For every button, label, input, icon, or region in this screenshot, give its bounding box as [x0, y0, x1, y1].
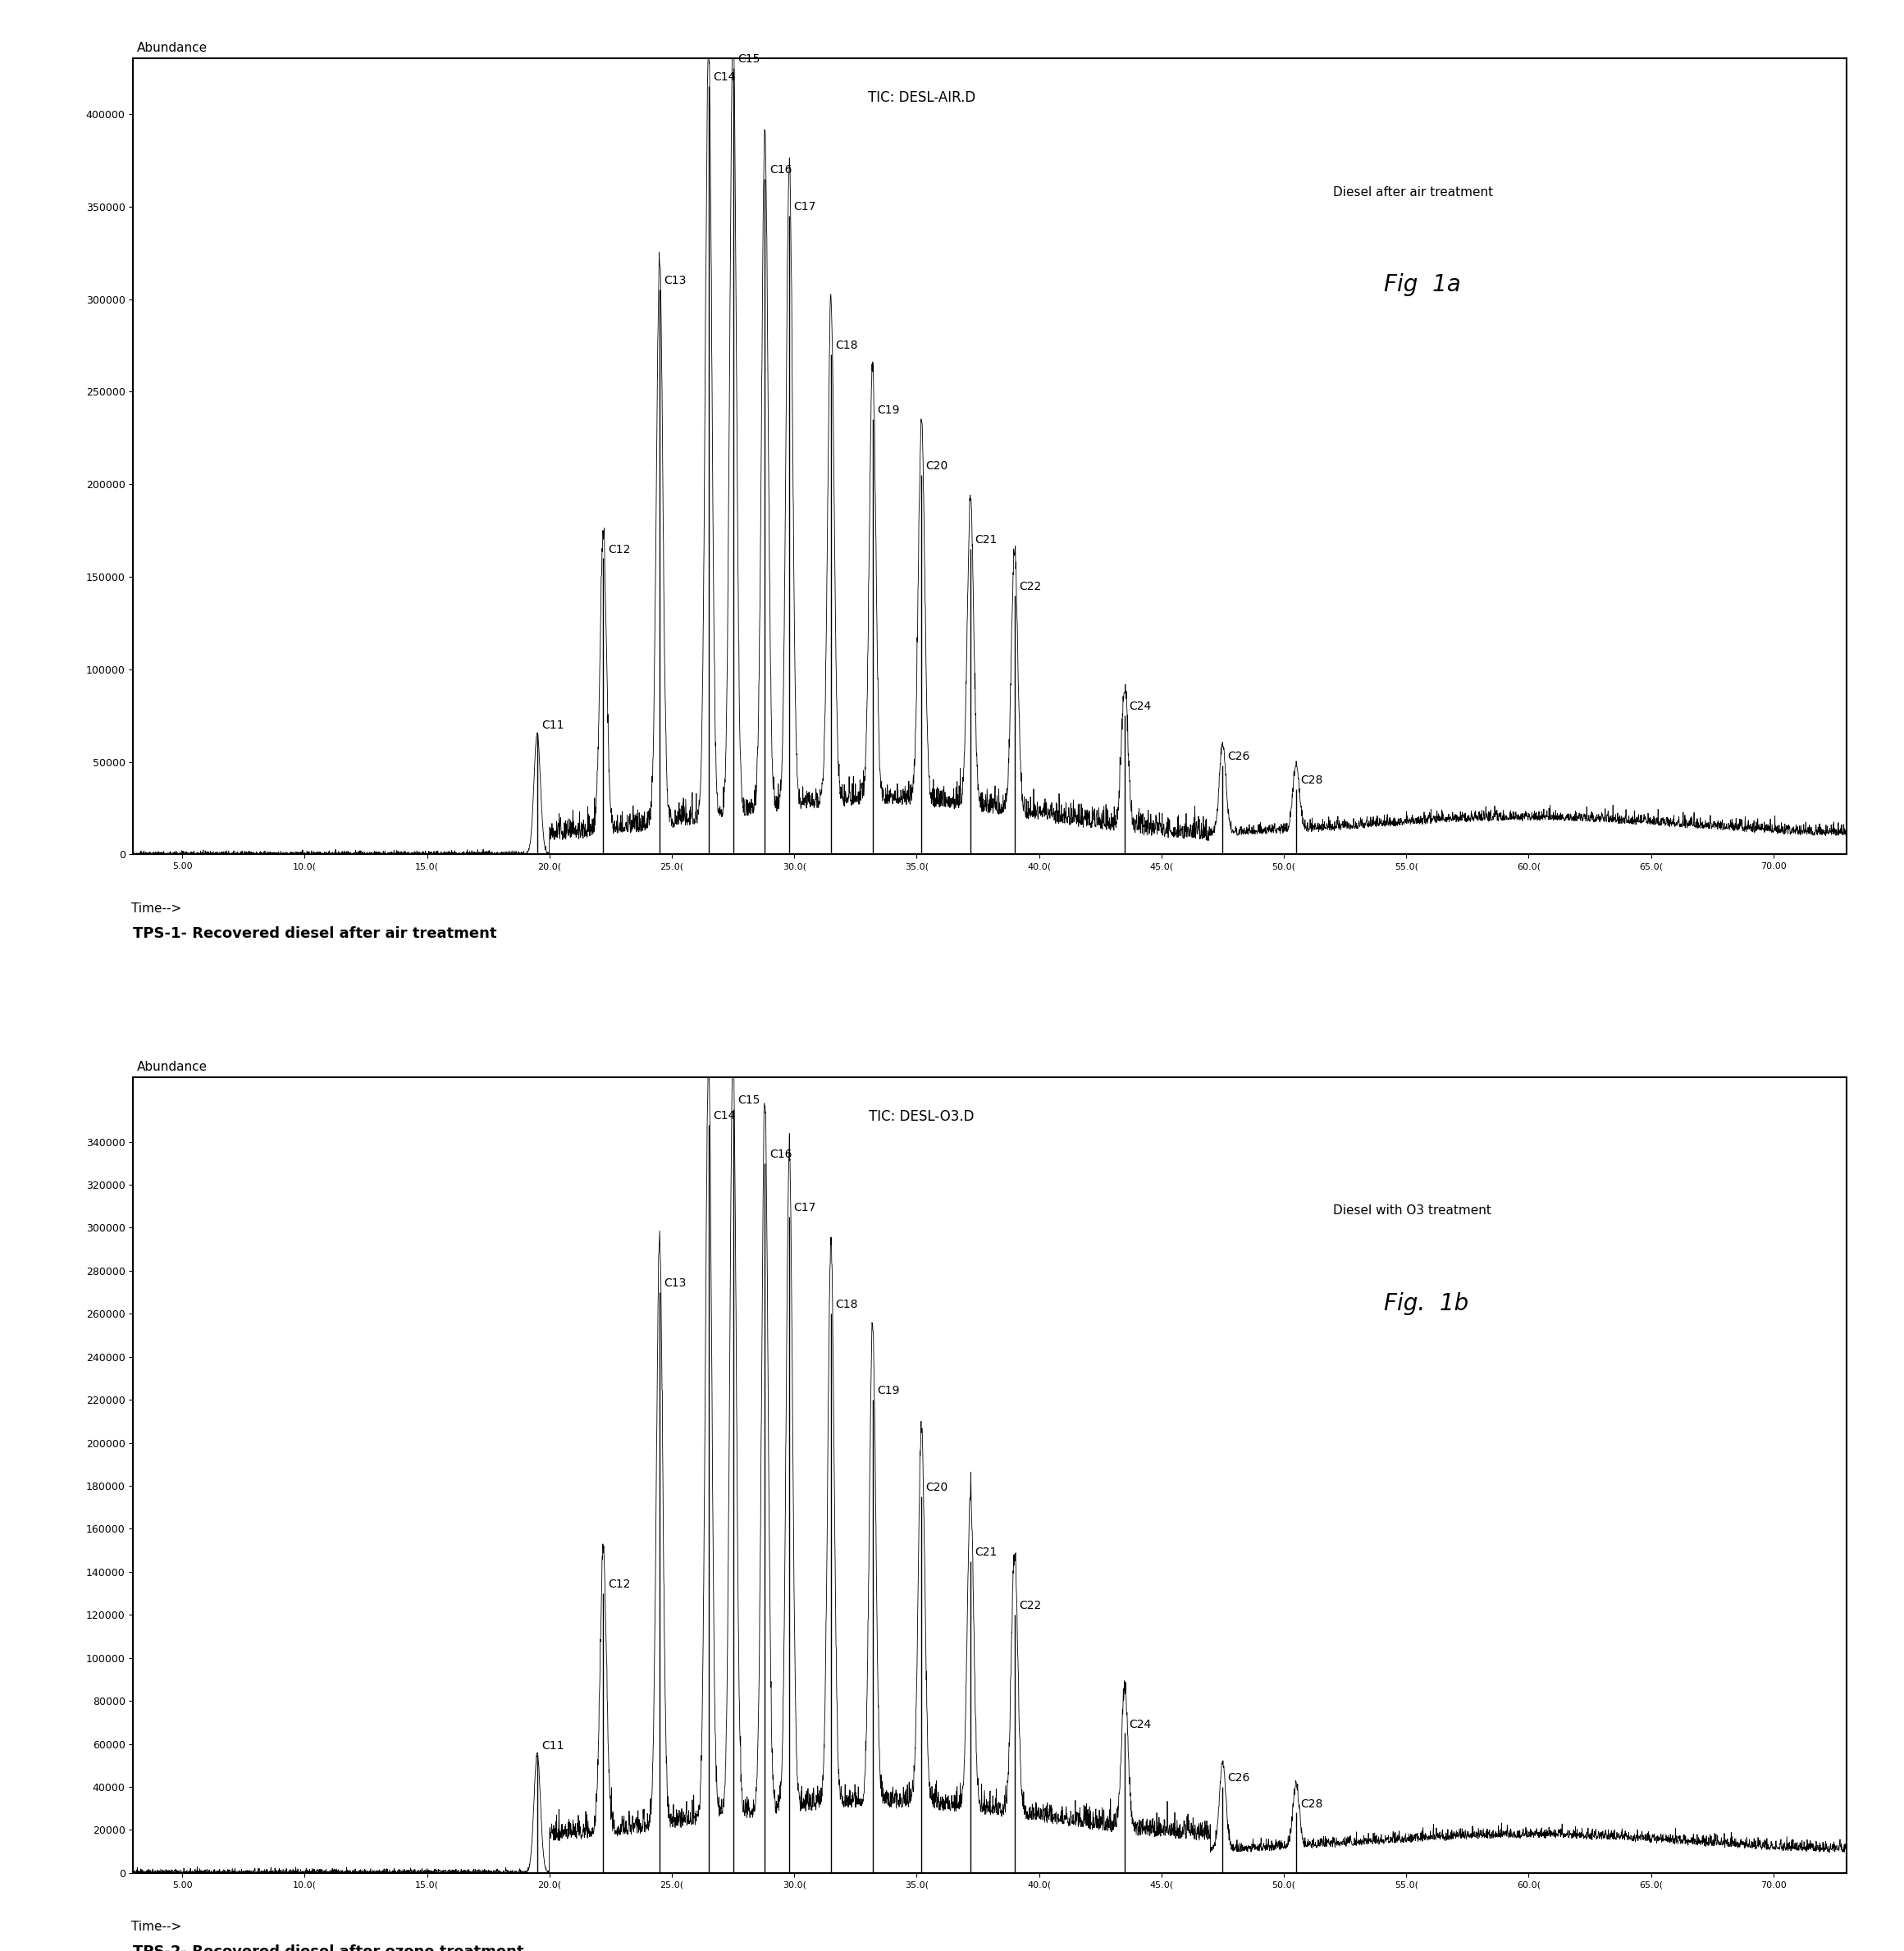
Text: C16: C16	[769, 164, 792, 176]
Text: C22: C22	[1019, 581, 1041, 591]
Text: TIC: DESL-AIR.D: TIC: DESL-AIR.D	[868, 90, 975, 105]
Text: C26: C26	[1226, 751, 1249, 763]
Text: C14: C14	[712, 72, 735, 84]
Text: C20: C20	[925, 1483, 948, 1493]
Text: C17: C17	[794, 1202, 817, 1214]
Text: Abundance: Abundance	[137, 1061, 208, 1073]
Text: C20: C20	[925, 460, 948, 472]
Text: C11: C11	[541, 1740, 564, 1752]
Text: Diesel with O3 treatment: Diesel with O3 treatment	[1333, 1204, 1491, 1217]
Text: C12: C12	[607, 1578, 630, 1590]
Text: C13: C13	[664, 1278, 687, 1290]
Text: C21: C21	[975, 1547, 998, 1559]
Text: TIC: DESL-O3.D: TIC: DESL-O3.D	[868, 1108, 975, 1124]
Text: Abundance: Abundance	[137, 43, 208, 55]
Text: TPS-2- Recovered diesel after ozone treatment: TPS-2- Recovered diesel after ozone trea…	[133, 1945, 524, 1951]
Text: Fig  1a: Fig 1a	[1384, 273, 1460, 297]
Text: C17: C17	[794, 201, 817, 213]
Text: C15: C15	[737, 53, 760, 64]
Text: C21: C21	[975, 535, 998, 546]
Text: C11: C11	[541, 720, 564, 732]
Text: TPS-1- Recovered diesel after air treatment: TPS-1- Recovered diesel after air treatm…	[133, 927, 497, 940]
Text: C28: C28	[1300, 775, 1323, 786]
Text: C18: C18	[836, 1299, 859, 1311]
Text: Time-->: Time-->	[131, 901, 181, 915]
Text: C18: C18	[836, 339, 859, 351]
Text: C22: C22	[1019, 1600, 1041, 1612]
Text: C19: C19	[878, 1385, 899, 1397]
Text: Time-->: Time-->	[131, 1920, 181, 1933]
Text: C13: C13	[664, 275, 687, 287]
Text: C15: C15	[737, 1095, 760, 1106]
Text: C28: C28	[1300, 1799, 1323, 1811]
Text: C16: C16	[769, 1149, 792, 1161]
Text: C19: C19	[878, 404, 899, 416]
Text: C24: C24	[1129, 700, 1152, 712]
Text: Fig.  1b: Fig. 1b	[1384, 1292, 1468, 1315]
Text: C12: C12	[607, 544, 630, 554]
Text: C24: C24	[1129, 1719, 1152, 1731]
Text: C14: C14	[712, 1110, 735, 1122]
Text: C26: C26	[1226, 1772, 1249, 1783]
Text: Diesel after air treatment: Diesel after air treatment	[1333, 185, 1493, 199]
